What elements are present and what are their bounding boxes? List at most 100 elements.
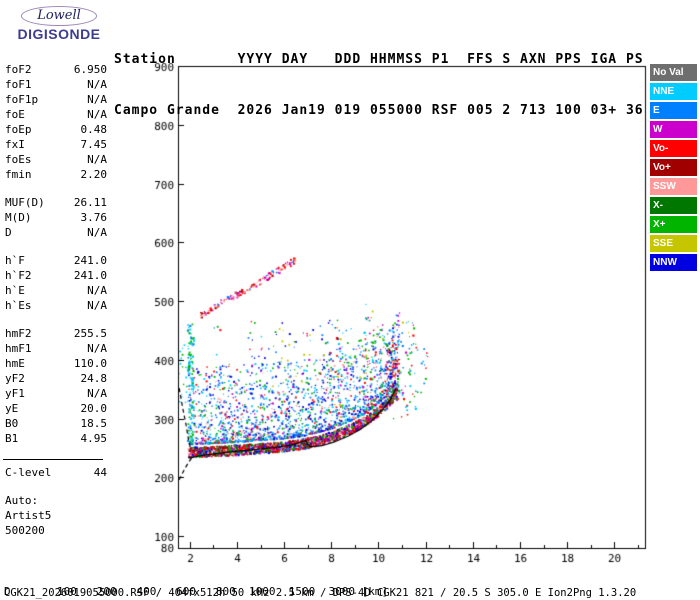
- param-row: hmE 110.0: [3, 356, 109, 371]
- param-value: 24.8: [80, 372, 108, 385]
- param-row: foEs N/A: [3, 152, 109, 167]
- param-row: h`F2 241.0: [3, 268, 109, 283]
- param-row: fmin 2.20: [3, 167, 109, 182]
- param-value: N/A: [87, 108, 107, 121]
- param-label: M(D): [5, 211, 32, 224]
- param-group: MUF(D) 26.11 M(D) 3.76 D N/A: [3, 195, 109, 240]
- param-label: h`Es: [5, 299, 32, 312]
- param-label: foF2: [5, 63, 32, 76]
- param-value: N/A: [87, 342, 107, 355]
- legend-item-no-val: No Val: [650, 64, 697, 81]
- param-label: hmF2: [5, 327, 32, 340]
- param-value: 26.11: [73, 196, 107, 209]
- param-row: foF1p N/A: [3, 92, 109, 107]
- param-row: Artist5: [3, 508, 109, 523]
- param-value: 2.20: [80, 168, 108, 181]
- param-label: foEp: [5, 123, 32, 136]
- param-row: foF1 N/A: [3, 77, 109, 92]
- dmuf-table: D 100 200 400 600 800 1000 1500 3000 [km…: [4, 562, 395, 600]
- legend-item-nne: NNE: [650, 83, 697, 100]
- param-row: fxI 7.45: [3, 137, 109, 152]
- param-label: foF1p: [5, 93, 39, 106]
- param-value: 6.950: [73, 63, 107, 76]
- distance-row: D 100 200 400 600 800 1000 1500 3000 [km…: [4, 585, 389, 598]
- param-value: 4.95: [80, 432, 108, 445]
- param-value: 241.0: [73, 269, 107, 282]
- param-label: B0: [5, 417, 19, 430]
- param-row: foF2 6.950: [3, 62, 109, 77]
- param-row: B1 4.95: [3, 431, 109, 446]
- param-label: yE: [5, 402, 19, 415]
- param-group: hmF2 255.5 hmF1 N/A hmE 110.0 yF2 24.8 yF1 N/A yE 2…: [3, 326, 109, 446]
- param-row: B0 18.5: [3, 416, 109, 431]
- param-label: Auto:: [5, 494, 39, 507]
- ionogram-plot: [140, 55, 695, 583]
- lowell-digisonde-logo: Lowell DIGISONDE: [6, 4, 112, 42]
- param-row: C-level 44: [3, 465, 109, 480]
- param-value: 20.0: [80, 402, 108, 415]
- param-label: h`F: [5, 254, 25, 267]
- param-row: h`E N/A: [3, 283, 109, 298]
- param-value: N/A: [87, 153, 107, 166]
- param-value: N/A: [87, 299, 107, 312]
- param-value: 18.5: [80, 417, 108, 430]
- param-group: C-level 44: [3, 465, 109, 480]
- param-row: yF2 24.8: [3, 371, 109, 386]
- param-label: foEs: [5, 153, 32, 166]
- param-row: Auto:: [3, 493, 109, 508]
- legend-item-ssw: SSW: [650, 178, 697, 195]
- param-row: yE 20.0: [3, 401, 109, 416]
- param-row: M(D) 3.76: [3, 210, 109, 225]
- param-value: 0.48: [80, 123, 108, 136]
- param-label: Artist5: [5, 509, 52, 522]
- param-label: yF2: [5, 372, 25, 385]
- param-label: B1: [5, 432, 19, 445]
- param-row: yF1 N/A: [3, 386, 109, 401]
- legend-item-vo+: Vo+: [650, 159, 697, 176]
- param-label: hmE: [5, 357, 25, 370]
- param-label: yF1: [5, 387, 25, 400]
- param-label: fxI: [5, 138, 25, 151]
- legend-item-x+: X+: [650, 216, 697, 233]
- param-value: 3.76: [80, 211, 108, 224]
- param-row: foEp 0.48: [3, 122, 109, 137]
- param-label: foF1: [5, 78, 32, 91]
- param-group: foF2 6.950 foF1 N/A foF1p N/A foE N/A foEp 0.48 fx…: [3, 62, 109, 182]
- param-label: fmin: [5, 168, 32, 181]
- param-row: MUF(D) 26.11: [3, 195, 109, 210]
- echo-direction-legend: No Val NNE E W Vo- Vo+ SSW X- X+ SSE NNW: [650, 64, 697, 273]
- legend-item-e: E: [650, 102, 697, 119]
- legend-item-sse: SSE: [650, 235, 697, 252]
- legend-item-vo-: Vo-: [650, 140, 697, 157]
- param-divider: [3, 459, 103, 460]
- param-row: 500200: [3, 523, 109, 538]
- footer-info-line: CGK21_2026019055000.RSF / 404fx512h 50 k…: [4, 587, 637, 599]
- logo-digisonde-text: DIGISONDE: [17, 26, 101, 42]
- param-row: hmF2 255.5: [3, 326, 109, 341]
- param-value: 255.5: [73, 327, 107, 340]
- logo-oval: Lowell: [21, 6, 97, 26]
- param-label: hmF1: [5, 342, 32, 355]
- param-value: N/A: [87, 284, 107, 297]
- param-value: 241.0: [73, 254, 107, 267]
- param-row: h`Es N/A: [3, 298, 109, 313]
- legend-item-w: W: [650, 121, 697, 138]
- param-row: h`F 241.0: [3, 253, 109, 268]
- param-row: D N/A: [3, 225, 109, 240]
- param-value: N/A: [87, 78, 107, 91]
- logo-lowell-text: Lowell: [37, 8, 81, 23]
- param-label: D: [5, 226, 12, 239]
- param-panel: foF2 6.950 foF1 N/A foF1p N/A foE N/A foEp 0.48 fx…: [3, 62, 109, 551]
- param-value: N/A: [87, 387, 107, 400]
- param-label: foE: [5, 108, 25, 121]
- param-row: foE N/A: [3, 107, 109, 122]
- param-group: h`F 241.0 h`F2 241.0 h`E N/A h`Es N/A: [3, 253, 109, 313]
- param-value: 44: [93, 466, 107, 479]
- param-value: N/A: [87, 93, 107, 106]
- param-label: 500200: [5, 524, 45, 537]
- param-label: C-level: [5, 466, 52, 479]
- legend-item-nnw: NNW: [650, 254, 697, 271]
- param-label: h`E: [5, 284, 25, 297]
- param-value: 110.0: [73, 357, 107, 370]
